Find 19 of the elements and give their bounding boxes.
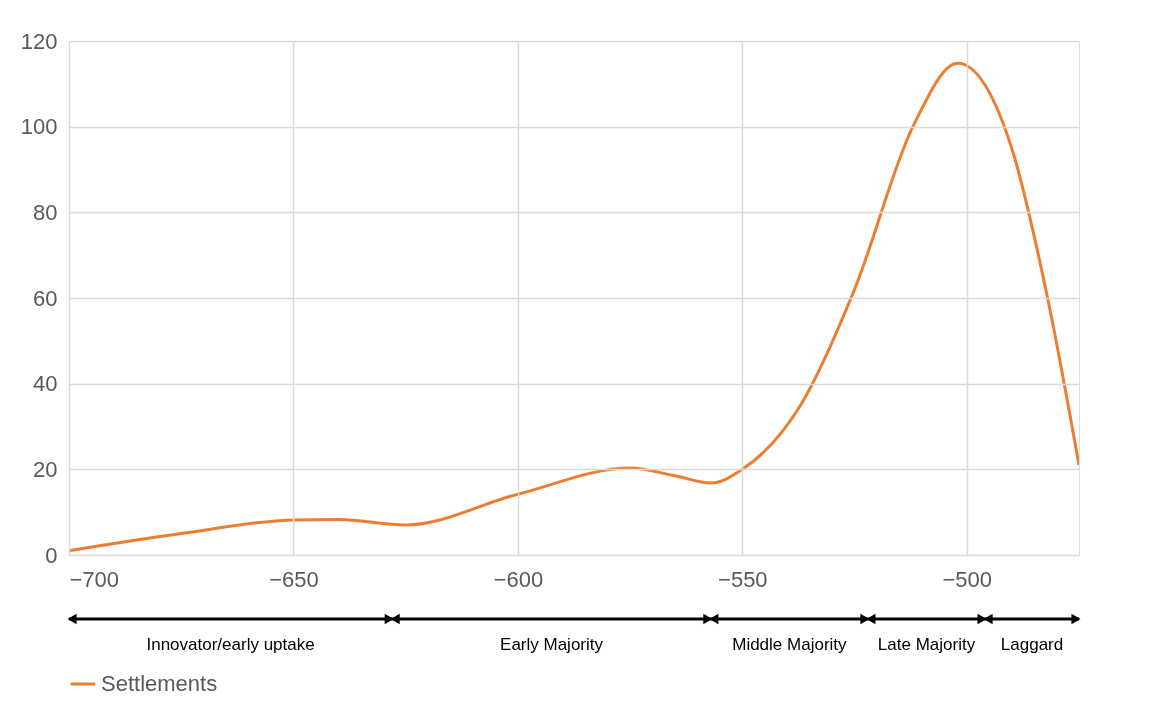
y-tick-label: 80 <box>33 199 58 225</box>
x-tick-label: −600 <box>493 566 544 592</box>
y-tick-label: 20 <box>33 456 58 482</box>
text: Innovator/early uptake <box>146 635 315 654</box>
y-tick-label: 40 <box>33 371 58 397</box>
text: Early Majority <box>500 635 604 654</box>
text: Laggard <box>1000 635 1064 654</box>
y-tick-label: 120 <box>20 28 58 54</box>
line-series <box>69 61 1079 553</box>
legend-label: Settlements <box>101 671 218 696</box>
x-tick-label: −700 <box>69 566 120 592</box>
text: Middle Majority <box>732 635 848 654</box>
x-tick-label: −500 <box>942 566 993 592</box>
y-tick-label: 60 <box>33 285 58 311</box>
x-tick-label: −550 <box>718 566 768 592</box>
text: Late Majority <box>877 635 976 654</box>
x-tick-label: −650 <box>269 566 319 592</box>
y-tick-label: 100 <box>20 114 58 140</box>
y-tick-label: 0 <box>45 542 58 568</box>
